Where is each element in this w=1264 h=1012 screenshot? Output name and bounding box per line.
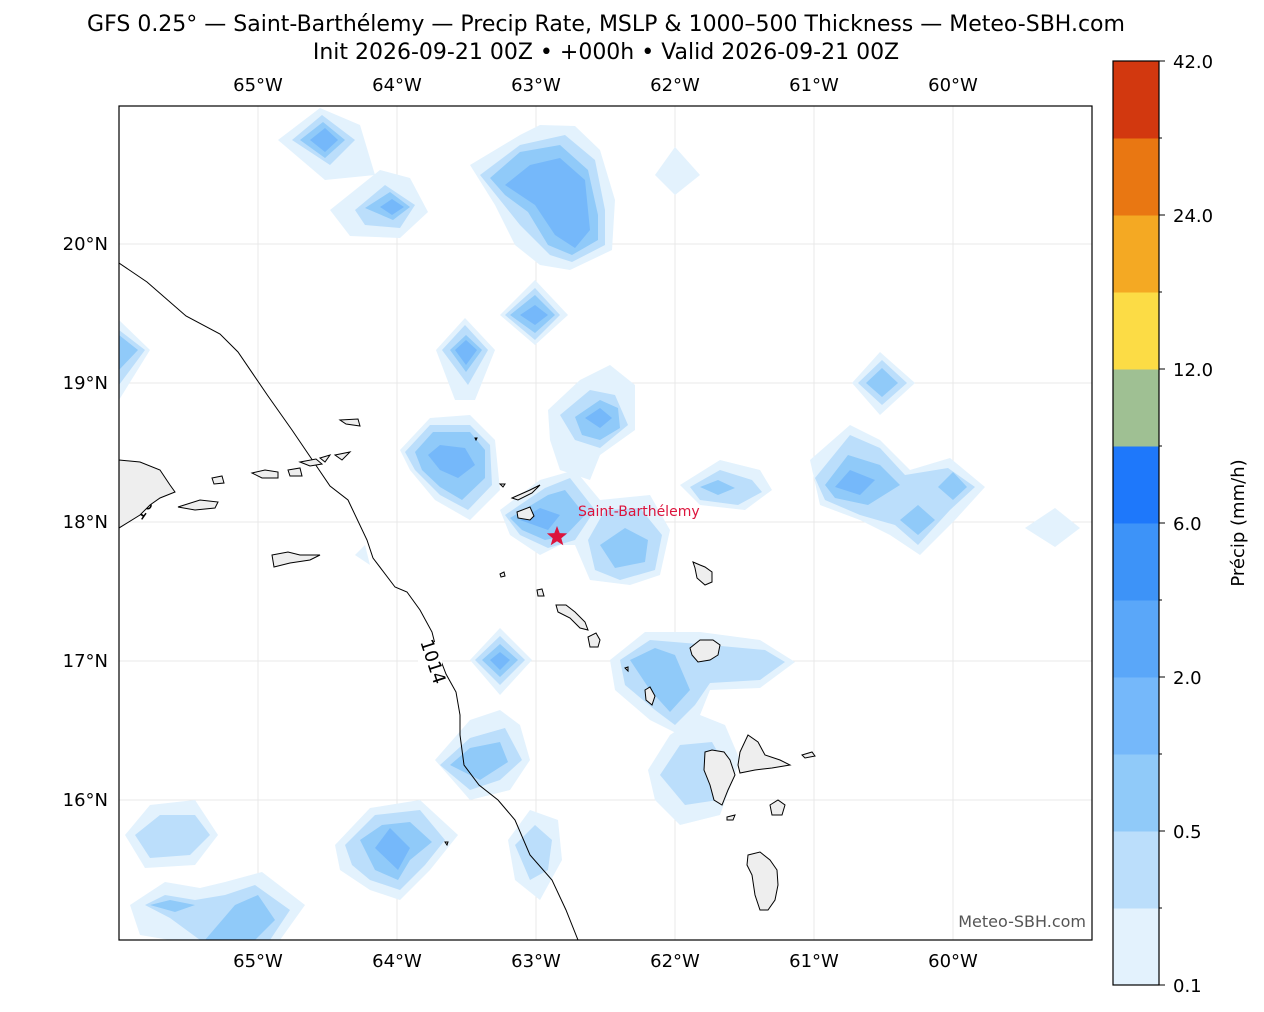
colorbar-segment bbox=[1113, 523, 1159, 601]
map-title-line2: Init 2026-09-21 00Z • +000h • Valid 2026… bbox=[312, 40, 900, 65]
colorbar-segment bbox=[1113, 754, 1159, 832]
colorbar-segment bbox=[1113, 908, 1159, 986]
colorbar-segment bbox=[1113, 600, 1159, 678]
land-montserrat bbox=[644, 686, 656, 706]
land-puerto-rico-east bbox=[119, 459, 176, 529]
colorbar: 0.1 0.5 2.0 6.0 12.0 24.0 42.0 Précip (m… bbox=[1112, 52, 1249, 997]
land-st-kitts-nevis bbox=[555, 604, 589, 631]
watermark-text: Meteo-SBH.com bbox=[958, 912, 1086, 931]
lat-tick-left-label: 19°N bbox=[63, 373, 108, 394]
colorbar-tick-label: 6.0 bbox=[1173, 514, 1202, 535]
lon-tick-bottom-label: 61°W bbox=[789, 951, 839, 972]
lon-ticks-bottom: 65°W 64°W 63°W 62°W 61°W 60°W bbox=[233, 951, 978, 972]
precip-rate-field bbox=[119, 108, 1080, 940]
lat-tick-left-label: 18°N bbox=[63, 512, 108, 533]
lon-tick-bottom-label: 65°W bbox=[233, 951, 283, 972]
colorbar-tick-label: 24.0 bbox=[1173, 206, 1213, 227]
colorbar-segment bbox=[1113, 677, 1159, 755]
land-culebra-vieques bbox=[177, 499, 219, 511]
colorbar-segment bbox=[1113, 446, 1159, 524]
lon-tick-top-label: 65°W bbox=[233, 75, 283, 96]
colorbar-segments bbox=[1113, 61, 1159, 986]
lon-tick-bottom-label: 64°W bbox=[372, 951, 422, 972]
colorbar-tick-label: 12.0 bbox=[1173, 360, 1213, 381]
map-title-line1: GFS 0.25° — Saint-Barthélemy — Precip Ra… bbox=[87, 12, 1125, 37]
isobar-1014 bbox=[119, 262, 579, 940]
lon-tick-bottom-label: 63°W bbox=[511, 951, 561, 972]
saint-barthelemy-marker: Saint-Barthélemy bbox=[546, 504, 700, 546]
lat-tick-left-label: 17°N bbox=[63, 651, 108, 672]
colorbar-segment bbox=[1113, 138, 1159, 216]
marker-star-icon bbox=[546, 526, 568, 546]
colorbar-tick-labels: 0.1 0.5 2.0 6.0 12.0 24.0 42.0 bbox=[1173, 52, 1213, 997]
land-st-croix bbox=[271, 551, 321, 568]
land-dominica bbox=[746, 851, 779, 911]
land-anguilla bbox=[510, 484, 541, 501]
lon-tick-top-label: 60°W bbox=[928, 75, 978, 96]
colorbar-segment bbox=[1113, 369, 1159, 447]
lon-tick-top-label: 61°W bbox=[789, 75, 839, 96]
land-guadeloupe bbox=[703, 734, 792, 806]
lon-ticks-top: 65°W 64°W 63°W 62°W 61°W 60°W bbox=[233, 75, 978, 96]
lon-tick-bottom-label: 62°W bbox=[650, 951, 700, 972]
coastlines bbox=[119, 418, 816, 911]
colorbar-segment bbox=[1113, 215, 1159, 293]
lon-tick-top-label: 62°W bbox=[650, 75, 700, 96]
land-st-martin bbox=[516, 506, 535, 521]
map-frame bbox=[118, 105, 1093, 941]
colorbar-tick-label: 2.0 bbox=[1173, 668, 1202, 689]
land-barbuda bbox=[692, 561, 713, 586]
lat-tick-left-label: 16°N bbox=[63, 790, 108, 811]
colorbar-segment bbox=[1113, 831, 1159, 909]
colorbar-tick-label: 0.1 bbox=[1173, 976, 1202, 997]
colorbar-label: Précip (mm/h) bbox=[1228, 459, 1249, 586]
lat-tick-left-label: 20°N bbox=[63, 234, 108, 255]
lon-tick-bottom-label: 60°W bbox=[928, 951, 978, 972]
lon-tick-top-label: 63°W bbox=[511, 75, 561, 96]
colorbar-segment bbox=[1113, 61, 1159, 139]
marker-label: Saint-Barthélemy bbox=[578, 504, 700, 520]
colorbar-segment bbox=[1113, 292, 1159, 370]
land-antigua bbox=[689, 639, 721, 663]
lon-tick-top-label: 64°W bbox=[372, 75, 422, 96]
colorbar-tick-label: 42.0 bbox=[1173, 52, 1213, 73]
colorbar-tick-label: 0.5 bbox=[1173, 822, 1202, 843]
lat-ticks-left: 20°N 19°N 18°N 17°N 16°N bbox=[63, 234, 108, 811]
